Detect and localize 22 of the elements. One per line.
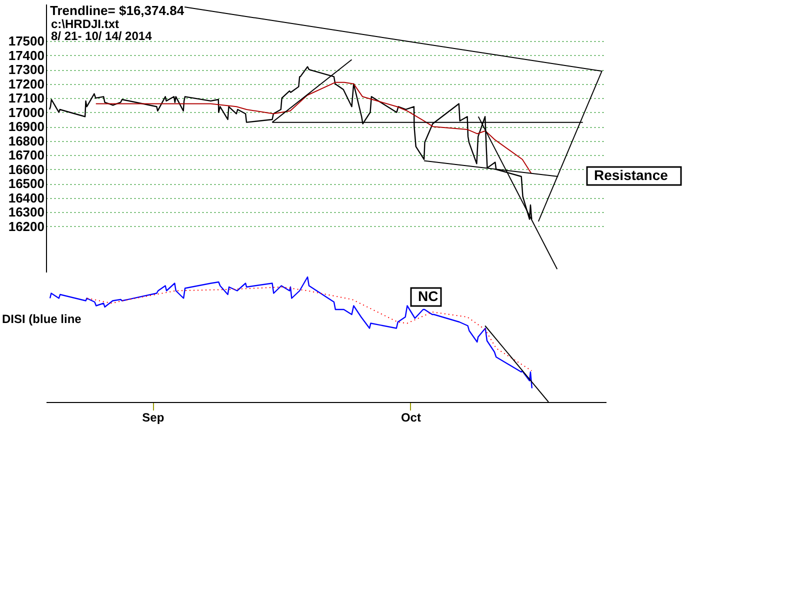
annotation: c:\HRDJI.txt (51, 17, 120, 31)
y-tick-label: 16400 (8, 190, 44, 206)
y-tick-label: 16700 (8, 148, 44, 163)
y-tick-label: 16500 (8, 176, 44, 192)
y-tick-label: 16300 (8, 204, 44, 220)
y-axis-title: DISI (blue line (2, 312, 82, 326)
x-tick-label: Sep (142, 410, 164, 424)
annotation: 8/ 21- 10/ 14/ 2014 (51, 29, 152, 43)
y-tick-label: 16200 (8, 218, 44, 234)
y-tick-label: 16800 (8, 133, 44, 148)
annotation: NC (418, 288, 438, 304)
annotation: Resistance (594, 167, 668, 183)
y-tick-label: 17400 (8, 48, 44, 63)
y-tick-label: 17500 (8, 34, 44, 49)
y-tick-label: 17300 (8, 62, 44, 78)
y-tick-label: 16900 (8, 119, 44, 134)
y-tick-label: 16600 (8, 162, 44, 177)
chart-title: Trendline= $16,374.84 (50, 3, 185, 18)
y-tick-label: 17000 (8, 104, 44, 120)
y-tick-label: 17200 (8, 76, 44, 92)
x-tick-label: Oct (400, 410, 421, 424)
y-tick-label: 17100 (8, 90, 44, 106)
